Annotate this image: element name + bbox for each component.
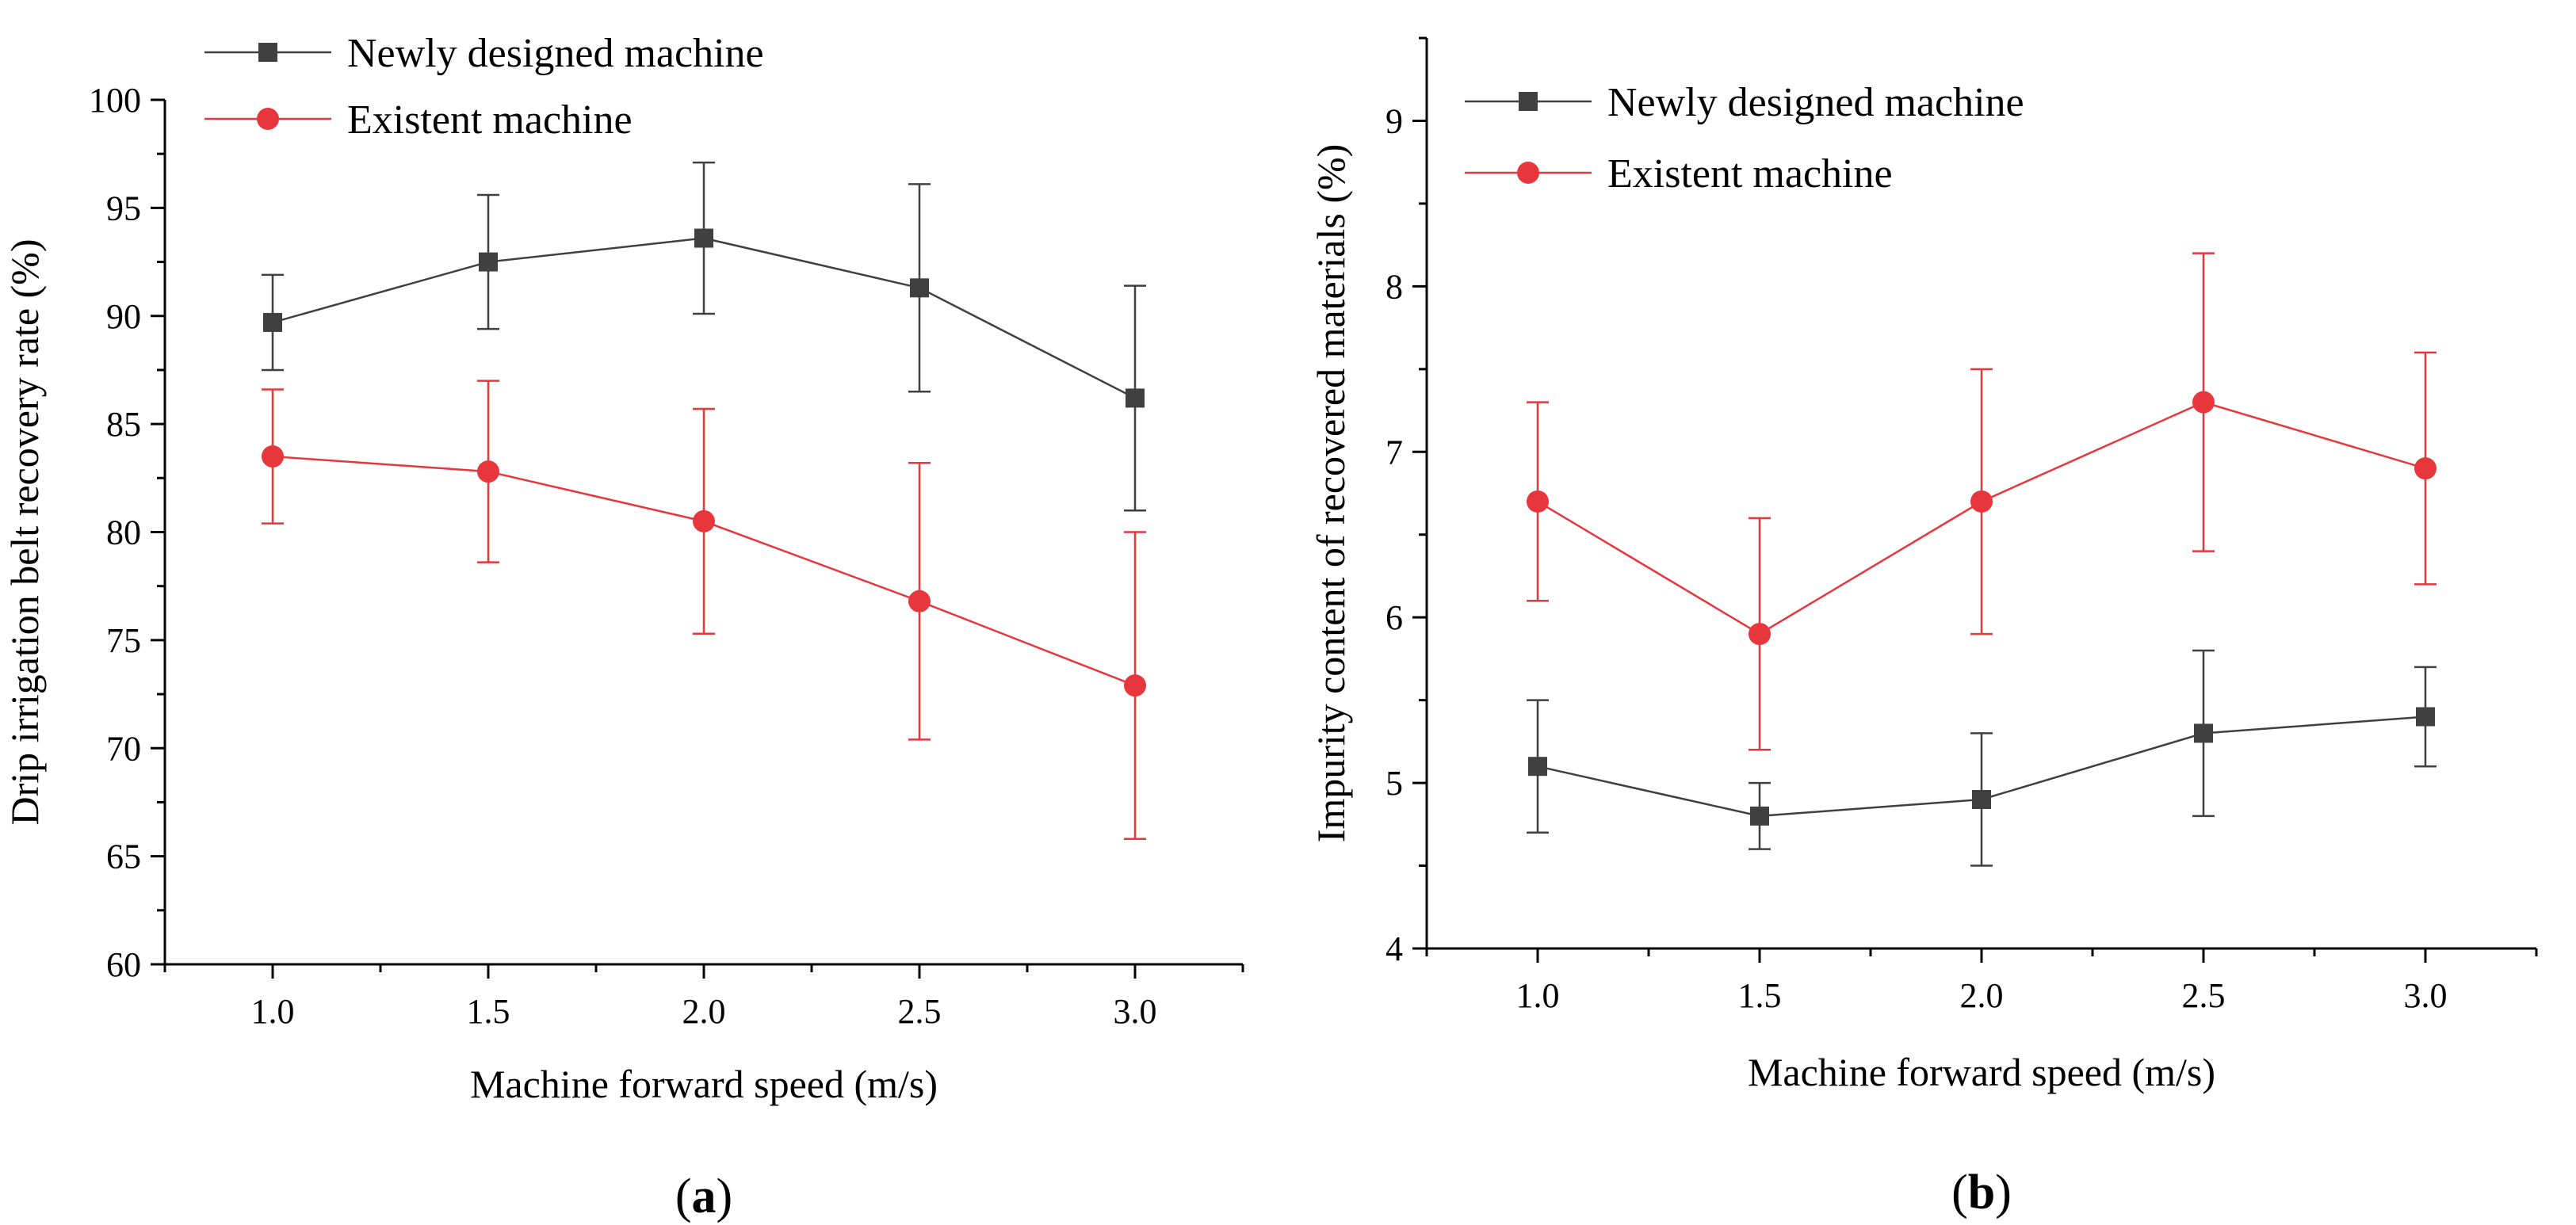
data-point — [1750, 806, 1769, 826]
x-axis-title: Machine forward speed (m/s) — [470, 1062, 938, 1106]
series-newly-designed — [1527, 649, 2436, 867]
y-tick-label: 7 — [1385, 433, 1403, 471]
data-point — [1749, 623, 1771, 646]
data-point — [910, 278, 929, 298]
data-point — [2194, 723, 2213, 743]
y-axis-title: Drip irrigation belt recovery rate (%) — [2, 239, 47, 826]
data-point — [263, 312, 282, 332]
data-point — [1124, 674, 1146, 697]
panel-label: (a) — [675, 1170, 732, 1223]
data-point — [1972, 789, 1991, 809]
x-tick-label: 1.5 — [467, 992, 510, 1031]
legend-marker — [1519, 92, 1538, 111]
legend-label: Newly designed machine — [347, 31, 764, 76]
x-axis-title: Machine forward speed (m/s) — [1748, 1050, 2215, 1094]
data-point — [1970, 490, 1993, 513]
y-tick-label: 60 — [106, 945, 141, 984]
y-tick-label: 85 — [106, 405, 141, 444]
data-point — [479, 252, 498, 272]
panel-label-open-paren: ( — [1951, 1166, 1968, 1219]
y-tick-label: 65 — [106, 838, 141, 876]
panel-label-letter: b — [1968, 1166, 1995, 1219]
panel-label: (b) — [1951, 1166, 2012, 1219]
x-tick-label: 2.5 — [898, 992, 942, 1031]
series-existent — [1527, 252, 2436, 751]
y-tick-label: 8 — [1385, 267, 1403, 306]
series-newly-designed — [262, 161, 1146, 512]
legend-marker — [1517, 162, 1539, 184]
legend-label: Existent machine — [1607, 151, 1893, 197]
legend-marker — [258, 43, 277, 62]
x-tick-label: 3.0 — [1114, 992, 1157, 1031]
data-point — [2414, 457, 2436, 480]
data-point — [693, 509, 715, 532]
x-tick-label: 1.0 — [1516, 976, 1560, 1015]
y-tick-label: 95 — [106, 189, 141, 227]
data-point — [262, 445, 284, 468]
y-tick-label: 100 — [89, 81, 141, 120]
data-point — [477, 460, 499, 483]
panel-label-close-paren: ) — [717, 1170, 733, 1223]
legend-label: Existent machine — [347, 97, 633, 143]
x-tick-label: 1.0 — [251, 992, 295, 1031]
y-tick-label: 70 — [106, 729, 141, 768]
legend: Newly designed machine Existent machine — [204, 31, 764, 143]
data-point — [1126, 388, 1145, 408]
data-point — [1527, 490, 1549, 513]
legend-label: Newly designed machine — [1607, 80, 2024, 125]
panel-label-open-paren: ( — [675, 1170, 692, 1223]
y-tick-label: 80 — [106, 513, 141, 552]
y-tick-label: 90 — [106, 297, 141, 336]
legend-marker — [257, 108, 279, 130]
chart-panel-b: 1.0 1.5 2.0 2.5 3.0 4 5 6 7 8 9 Machine forward spe… — [1309, 36, 2538, 1219]
x-tick-label: 2.0 — [682, 992, 726, 1031]
y-tick-label: 75 — [106, 621, 141, 660]
data-point — [2192, 391, 2215, 414]
y-tick-label: 4 — [1385, 929, 1403, 968]
panel-label-letter: a — [692, 1170, 717, 1223]
series-existent — [262, 380, 1146, 841]
y-tick-label: 5 — [1385, 764, 1403, 803]
data-point — [2416, 707, 2435, 727]
chart-panel-a: 1.0 1.5 2.0 2.5 3.0 60 65 70 75 80 85 90 95 100 Machin… — [2, 31, 1244, 1223]
x-tick-label: 1.5 — [1738, 976, 1782, 1015]
data-point — [694, 228, 713, 248]
legend: Newly designed machine Existent machine — [1465, 80, 2024, 197]
x-tick-label: 2.5 — [2182, 976, 2226, 1015]
data-point — [1528, 757, 1547, 777]
y-tick-label: 6 — [1385, 598, 1403, 637]
y-axis-title: Impurity content of recovered materials … — [1309, 144, 1353, 843]
x-tick-label: 2.0 — [1960, 976, 2004, 1015]
data-point — [908, 590, 931, 612]
y-tick-label: 9 — [1385, 101, 1403, 140]
panel-label-close-paren: ) — [1995, 1166, 2012, 1219]
x-tick-label: 3.0 — [2404, 976, 2448, 1015]
